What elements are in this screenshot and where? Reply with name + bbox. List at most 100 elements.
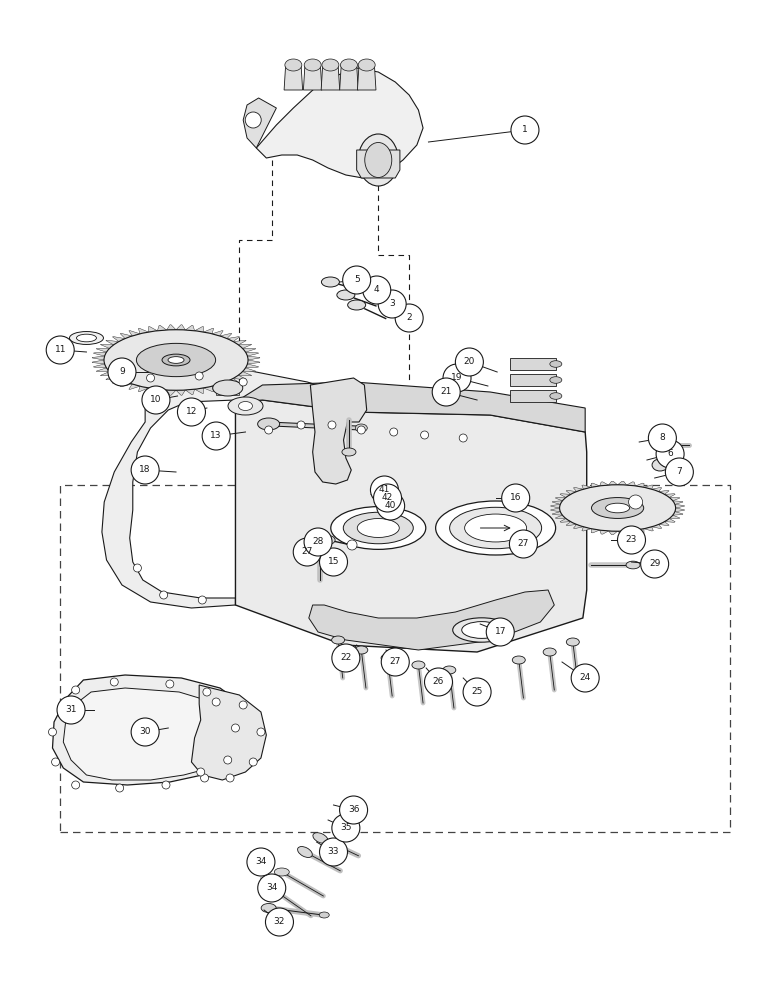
Ellipse shape <box>321 277 340 287</box>
Circle shape <box>49 728 56 736</box>
Polygon shape <box>204 328 214 334</box>
Circle shape <box>239 378 247 386</box>
Circle shape <box>232 724 239 732</box>
Circle shape <box>202 422 230 450</box>
Ellipse shape <box>347 300 366 310</box>
Polygon shape <box>635 483 644 487</box>
Polygon shape <box>566 490 577 494</box>
Ellipse shape <box>344 512 413 544</box>
Polygon shape <box>245 352 259 356</box>
Polygon shape <box>627 530 635 534</box>
Text: 41: 41 <box>379 486 390 494</box>
Ellipse shape <box>228 397 263 415</box>
Circle shape <box>131 456 159 484</box>
Ellipse shape <box>320 912 329 918</box>
Ellipse shape <box>304 59 321 71</box>
Text: 21: 21 <box>441 387 452 396</box>
Polygon shape <box>138 328 148 334</box>
Text: 27: 27 <box>390 658 401 666</box>
Circle shape <box>377 492 405 520</box>
Ellipse shape <box>513 656 525 664</box>
Polygon shape <box>227 337 239 342</box>
Text: 9: 9 <box>119 367 125 376</box>
Text: 33: 33 <box>328 848 339 856</box>
Circle shape <box>511 116 539 144</box>
Ellipse shape <box>358 134 398 186</box>
Polygon shape <box>233 340 246 345</box>
Polygon shape <box>672 501 683 504</box>
Polygon shape <box>675 508 685 512</box>
Circle shape <box>198 596 206 604</box>
Circle shape <box>502 484 530 512</box>
Polygon shape <box>510 358 556 370</box>
Circle shape <box>203 688 211 696</box>
Circle shape <box>510 530 537 558</box>
Text: 17: 17 <box>495 628 506 637</box>
Ellipse shape <box>76 334 96 342</box>
Polygon shape <box>357 150 400 178</box>
Circle shape <box>195 372 203 380</box>
Circle shape <box>381 648 409 676</box>
Text: 22: 22 <box>340 654 351 662</box>
Ellipse shape <box>337 290 355 300</box>
Polygon shape <box>191 685 266 780</box>
Polygon shape <box>552 501 563 504</box>
Text: 30: 30 <box>140 728 151 736</box>
Polygon shape <box>591 483 600 487</box>
Polygon shape <box>591 529 600 533</box>
Text: 23: 23 <box>626 536 637 544</box>
Polygon shape <box>63 688 232 780</box>
Circle shape <box>656 440 684 468</box>
Ellipse shape <box>332 636 344 644</box>
Text: 29: 29 <box>649 560 660 568</box>
Polygon shape <box>321 65 340 90</box>
Polygon shape <box>96 368 110 372</box>
Circle shape <box>332 644 360 672</box>
Ellipse shape <box>567 638 579 646</box>
Circle shape <box>249 758 257 766</box>
Ellipse shape <box>297 847 313 857</box>
Polygon shape <box>582 527 591 531</box>
Text: 31: 31 <box>66 706 76 714</box>
Text: 34: 34 <box>266 884 277 892</box>
Polygon shape <box>96 348 110 352</box>
Circle shape <box>116 784 124 792</box>
Circle shape <box>443 364 471 392</box>
Circle shape <box>239 701 247 709</box>
Polygon shape <box>220 381 232 387</box>
Circle shape <box>343 266 371 294</box>
Polygon shape <box>635 529 644 533</box>
Ellipse shape <box>465 514 527 542</box>
Circle shape <box>463 678 491 706</box>
Ellipse shape <box>357 519 399 537</box>
Circle shape <box>641 550 669 578</box>
Text: 11: 11 <box>55 346 66 355</box>
Circle shape <box>665 458 693 486</box>
Circle shape <box>297 421 305 429</box>
Ellipse shape <box>355 424 367 432</box>
Polygon shape <box>113 337 125 342</box>
Polygon shape <box>185 389 195 395</box>
Polygon shape <box>235 382 585 432</box>
Polygon shape <box>510 390 556 402</box>
Polygon shape <box>652 524 662 529</box>
Text: 36: 36 <box>348 806 359 814</box>
Text: 12: 12 <box>186 408 197 416</box>
Polygon shape <box>555 497 566 501</box>
Circle shape <box>363 276 391 304</box>
Polygon shape <box>239 344 252 348</box>
Polygon shape <box>235 400 587 652</box>
Circle shape <box>320 838 347 866</box>
Ellipse shape <box>266 886 282 894</box>
Polygon shape <box>644 485 653 489</box>
Polygon shape <box>659 490 669 494</box>
Ellipse shape <box>550 361 562 367</box>
Ellipse shape <box>452 618 511 642</box>
Polygon shape <box>256 68 423 178</box>
Polygon shape <box>672 512 683 515</box>
Polygon shape <box>129 331 140 336</box>
Polygon shape <box>92 360 105 364</box>
Circle shape <box>357 426 365 434</box>
Polygon shape <box>618 481 627 485</box>
Polygon shape <box>148 327 157 332</box>
